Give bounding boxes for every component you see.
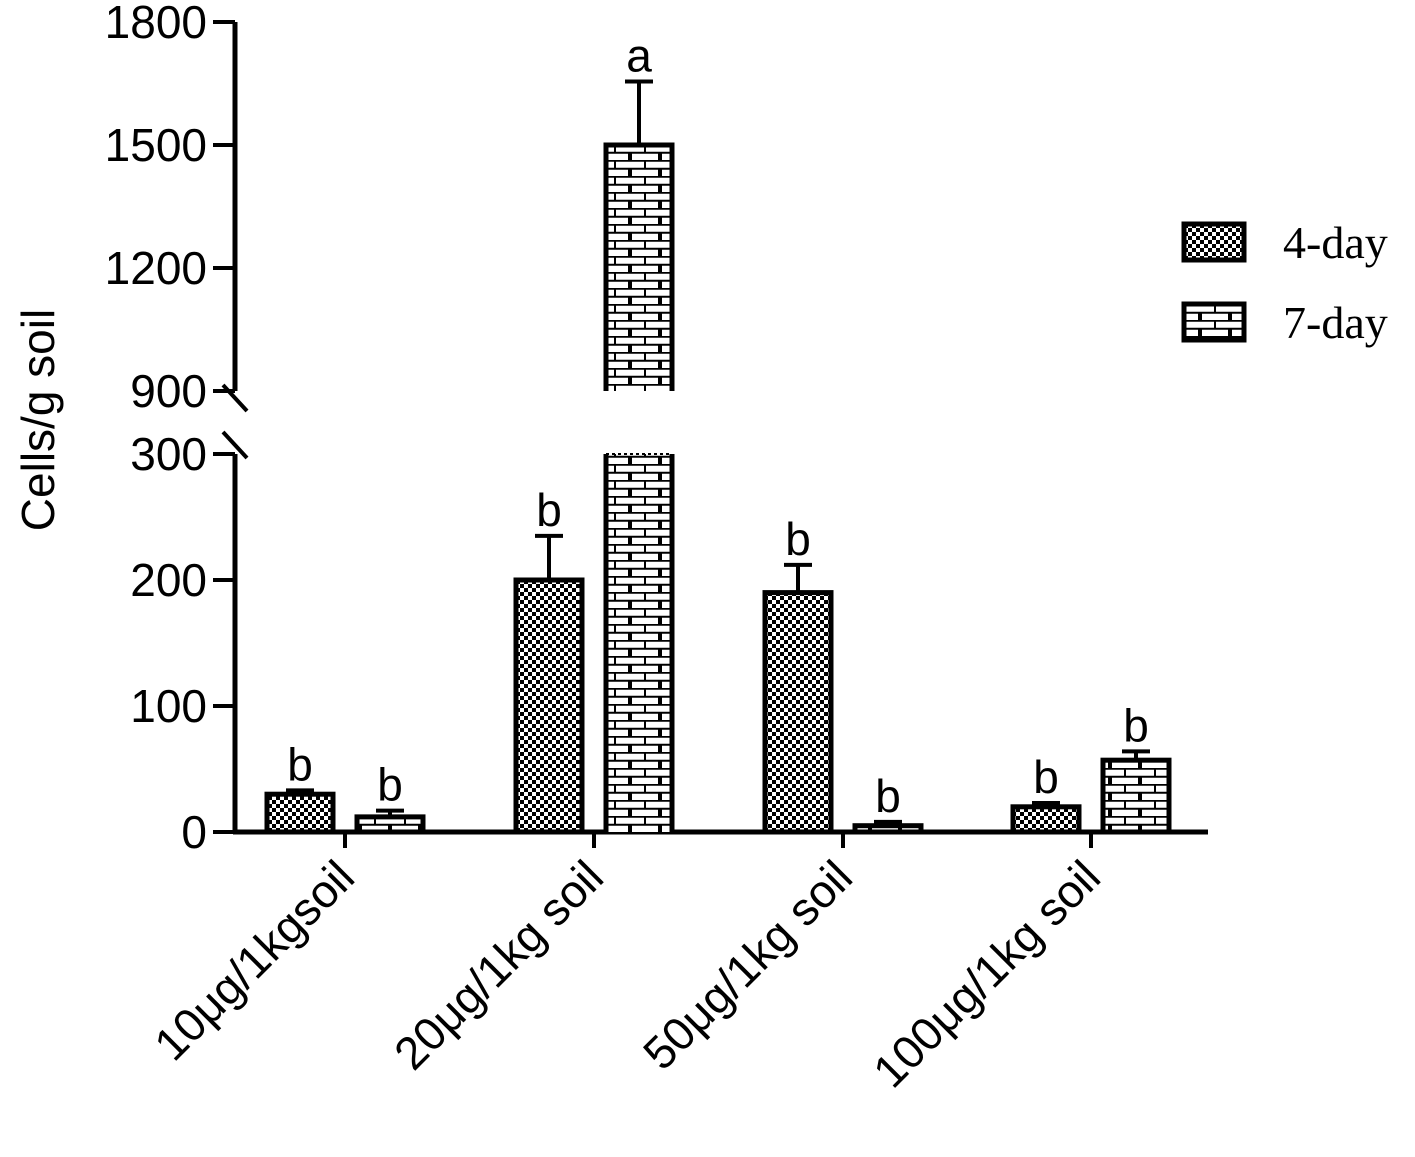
y-tick-label: 0 — [181, 806, 207, 858]
bars — [264, 79, 1172, 835]
bar-outline — [603, 454, 675, 832]
x-tick-label: 10μg/1kgsoil — [144, 850, 364, 1070]
y-tick-label: 1500 — [105, 119, 207, 171]
legend-swatch — [1181, 221, 1247, 263]
y-tick-label: 300 — [130, 428, 207, 480]
bar — [1100, 757, 1172, 835]
bar — [606, 454, 672, 832]
significance-letter: b — [785, 513, 811, 565]
significance-letter: b — [1033, 751, 1059, 803]
bar — [762, 590, 834, 835]
significance-letter: b — [536, 484, 562, 536]
significance-letter: b — [377, 759, 403, 811]
y-tick-label: 1200 — [105, 242, 207, 294]
bar — [1010, 804, 1082, 835]
legend-label: 7-day — [1283, 297, 1388, 348]
y-tick-label: 200 — [130, 554, 207, 606]
significance-letter: a — [626, 29, 652, 81]
legend-label: 4-day — [1283, 217, 1388, 268]
y-tick-label: 100 — [130, 680, 207, 732]
y-tick-label: 1800 — [105, 0, 207, 48]
y-axis-title: Cells/g soil — [12, 309, 64, 531]
y-tick-label: 900 — [130, 365, 207, 417]
x-tick-label: 50μg/1kg soil — [633, 850, 862, 1079]
bar — [852, 823, 924, 835]
significance-letter: b — [287, 738, 313, 790]
x-tick-label: 100μg/1kg soil — [863, 850, 1110, 1097]
bar — [606, 145, 672, 391]
legend-swatch — [1181, 301, 1247, 343]
x-tick-label: 20μg/1kg soil — [384, 850, 613, 1079]
axis-break-mark — [221, 430, 249, 460]
bar — [264, 791, 336, 835]
y-axis-title-group: Cells/g soil — [12, 309, 64, 531]
significance-letter: b — [875, 770, 901, 822]
significance-letter: b — [1123, 699, 1149, 751]
bar — [513, 577, 585, 835]
legend: 4-day 7-day — [1181, 217, 1388, 348]
bar — [354, 814, 426, 835]
